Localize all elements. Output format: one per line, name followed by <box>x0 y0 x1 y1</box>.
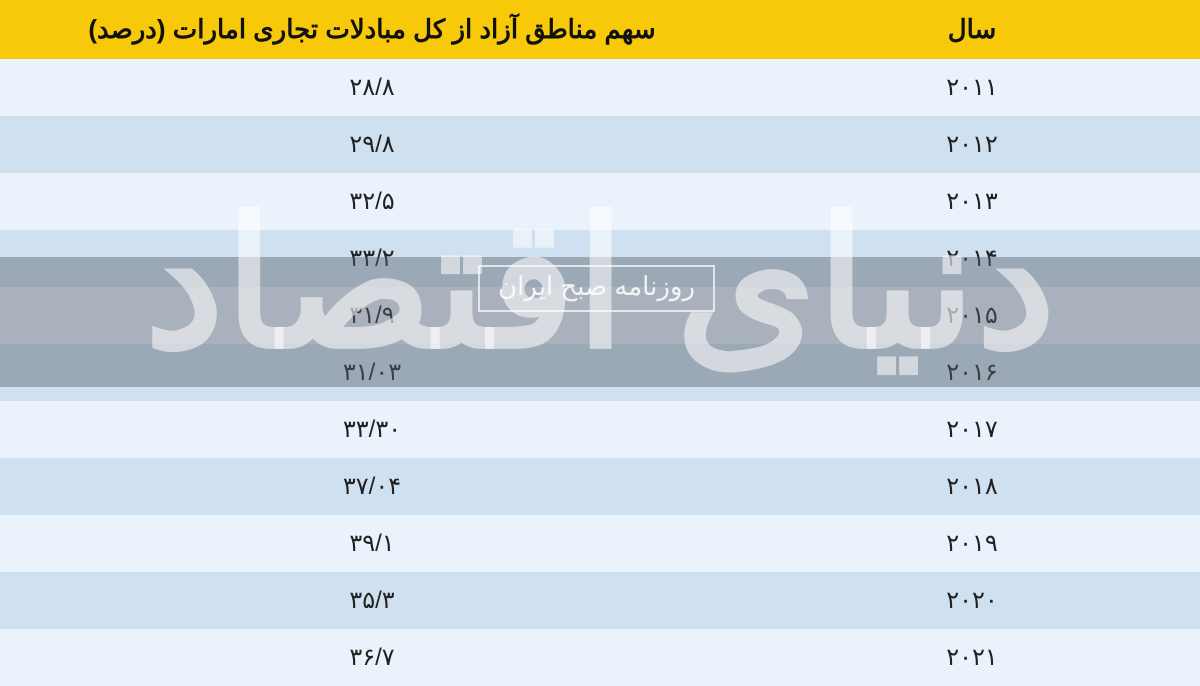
table-header: سال سهم مناطق آزاد از کل مبادلات تجاری ا… <box>0 0 1200 59</box>
cell-share: ۳۳/۲ <box>0 230 744 287</box>
cell-year: ۲۰۱۱ <box>744 59 1200 116</box>
cell-year: ۲۰۱۹ <box>744 515 1200 572</box>
cell-share: ۳۷/۰۴ <box>0 458 744 515</box>
col-header-share: سهم مناطق آزاد از کل مبادلات تجاری امارا… <box>0 0 744 59</box>
table-row: ۲۰۲۰۳۵/۳ <box>0 572 1200 629</box>
table-row: ۲۰۱۸۳۷/۰۴ <box>0 458 1200 515</box>
table-row: ۲۰۱۹۳۹/۱ <box>0 515 1200 572</box>
cell-year: ۲۰۱۸ <box>744 458 1200 515</box>
cell-share: ۳۳/۳۰ <box>0 401 744 458</box>
cell-year: ۲۰۲۱ <box>744 629 1200 686</box>
table-row: ۲۰۱۶۳۱/۰۳ <box>0 344 1200 401</box>
cell-share: ۳۲/۵ <box>0 173 744 230</box>
table-row: ۲۰۲۱۳۶/۷ <box>0 629 1200 686</box>
cell-share: ۳۱/۰۳ <box>0 344 744 401</box>
cell-share: ۲۹/۸ <box>0 116 744 173</box>
table-row: ۲۰۱۴۳۳/۲ <box>0 230 1200 287</box>
cell-share: ۲۸/۸ <box>0 59 744 116</box>
table-row: ۲۰۱۵۳۱/۹ <box>0 287 1200 344</box>
cell-share: ۳۶/۷ <box>0 629 744 686</box>
cell-year: ۲۰۱۴ <box>744 230 1200 287</box>
table-row: ۲۰۱۷۳۳/۳۰ <box>0 401 1200 458</box>
cell-year: ۲۰۱۳ <box>744 173 1200 230</box>
table-header-row: سال سهم مناطق آزاد از کل مبادلات تجاری ا… <box>0 0 1200 59</box>
cell-year: ۲۰۱۶ <box>744 344 1200 401</box>
cell-year: ۲۰۱۵ <box>744 287 1200 344</box>
table-row: ۲۰۱۳۳۲/۵ <box>0 173 1200 230</box>
table-body: ۲۰۱۱۲۸/۸ ۲۰۱۲۲۹/۸ ۲۰۱۳۳۲/۵ ۲۰۱۴۳۳/۲ ۲۰۱۵… <box>0 59 1200 686</box>
table-row: ۲۰۱۲۲۹/۸ <box>0 116 1200 173</box>
cell-share: ۳۱/۹ <box>0 287 744 344</box>
cell-share: ۳۹/۱ <box>0 515 744 572</box>
cell-year: ۲۰۲۰ <box>744 572 1200 629</box>
data-table: سال سهم مناطق آزاد از کل مبادلات تجاری ا… <box>0 0 1200 686</box>
cell-year: ۲۰۱۷ <box>744 401 1200 458</box>
table-row: ۲۰۱۱۲۸/۸ <box>0 59 1200 116</box>
cell-share: ۳۵/۳ <box>0 572 744 629</box>
cell-year: ۲۰۱۲ <box>744 116 1200 173</box>
col-header-year: سال <box>744 0 1200 59</box>
